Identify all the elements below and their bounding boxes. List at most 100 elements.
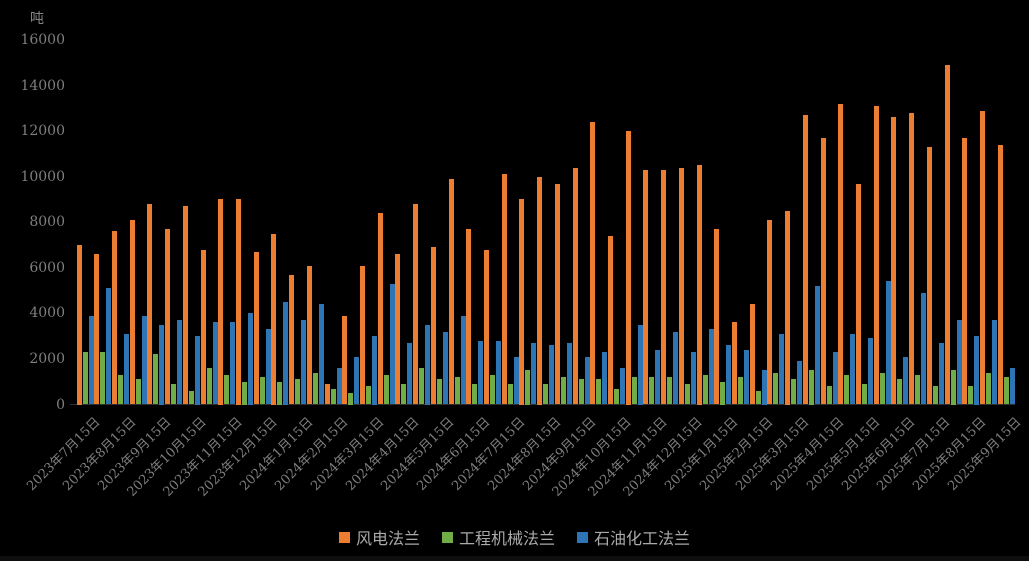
bar-petrochemical-flange — [460, 315, 466, 405]
bar-machinery-flange — [489, 374, 495, 405]
bar-wind-flange — [944, 65, 950, 405]
bar-petrochemical-flange — [867, 338, 873, 405]
bar-machinery-flange — [82, 352, 88, 405]
bar-wind-flange — [253, 251, 259, 405]
y-tick-label: 10000 — [20, 168, 65, 185]
bar-machinery-flange — [613, 388, 619, 405]
bar-wind-flange — [342, 315, 348, 405]
bar-machinery-flange — [950, 370, 956, 405]
bar-petrochemical-flange — [584, 356, 590, 405]
bar-petrochemical-flange — [797, 361, 803, 405]
bar-petrochemical-flange — [690, 352, 696, 405]
bar-wind-flange — [448, 178, 454, 405]
bar-machinery-flange — [206, 368, 212, 405]
y-tick-label: 14000 — [20, 77, 65, 94]
y-axis-unit-label: 吨 — [30, 11, 44, 27]
bar-machinery-flange — [348, 393, 354, 405]
window-bottom-edge — [0, 556, 1029, 561]
bar-wind-flange — [129, 219, 135, 405]
bar-petrochemical-flange — [159, 324, 165, 405]
bar-machinery-flange — [631, 377, 637, 405]
bar-wind-flange — [483, 249, 489, 405]
bar-wind-flange — [820, 137, 826, 405]
bar-machinery-flange — [932, 386, 938, 405]
bar-wind-flange — [94, 254, 100, 405]
bar-machinery-flange — [702, 374, 708, 405]
bar-wind-flange — [607, 235, 613, 405]
bar-petrochemical-flange — [106, 288, 112, 405]
bar-petrochemical-flange — [212, 322, 218, 405]
bar-petrochemical-flange — [991, 320, 997, 405]
bar-petrochemical-flange — [425, 324, 431, 405]
bar-machinery-flange — [277, 381, 283, 405]
bar-machinery-flange — [684, 383, 690, 405]
bar-wind-flange — [696, 165, 702, 405]
bar-machinery-flange — [791, 379, 797, 405]
bar-machinery-flange — [472, 383, 478, 405]
bar-wind-flange — [926, 147, 932, 405]
bar-machinery-flange — [861, 383, 867, 405]
bar-machinery-flange — [755, 390, 761, 405]
bar-machinery-flange — [454, 377, 460, 405]
bar-wind-flange — [785, 210, 791, 405]
bar-petrochemical-flange — [88, 315, 94, 405]
bar-machinery-flange — [117, 374, 123, 405]
bar-machinery-flange — [1003, 377, 1009, 405]
bar-machinery-flange — [259, 377, 265, 405]
bar-machinery-flange — [312, 372, 318, 405]
bar-petrochemical-flange — [637, 324, 643, 405]
legend-item-petrochemical-flange: 石油化工法兰 — [577, 525, 690, 549]
bar-wind-flange — [200, 249, 206, 405]
bar-wind-flange — [979, 110, 985, 405]
bar-wind-flange — [997, 144, 1003, 405]
bar-wind-flange — [590, 122, 596, 405]
bar-petrochemical-flange — [230, 322, 236, 405]
bar-wind-flange — [962, 137, 968, 405]
bar-wind-flange — [661, 169, 667, 405]
y-tick-label: 8000 — [29, 214, 65, 231]
bar-wind-flange — [430, 247, 436, 405]
bar-petrochemical-flange — [371, 336, 377, 405]
bar-wind-flange — [218, 199, 224, 405]
legend-label: 风电法兰 — [355, 529, 420, 548]
bar-machinery-flange — [844, 374, 850, 405]
bar-machinery-flange — [543, 383, 549, 405]
bar-machinery-flange — [560, 377, 566, 405]
bar-petrochemical-flange — [177, 320, 183, 405]
legend-swatch-machinery-flange — [441, 531, 453, 543]
bar-wind-flange — [306, 265, 312, 405]
bar-machinery-flange — [171, 383, 177, 405]
bar-petrochemical-flange — [283, 301, 289, 405]
bar-petrochemical-flange — [779, 333, 785, 405]
bar-wind-flange — [501, 174, 507, 405]
bar-machinery-flange — [737, 377, 743, 405]
bar-petrochemical-flange — [619, 368, 625, 405]
bar-wind-flange — [749, 304, 755, 405]
bar-petrochemical-flange — [407, 342, 413, 405]
bar-wind-flange — [395, 254, 401, 405]
bar-wind-flange — [377, 213, 383, 405]
bar-wind-flange — [643, 169, 649, 405]
bar-petrochemical-flange — [141, 315, 147, 405]
bar-machinery-flange — [773, 372, 779, 405]
bar-petrochemical-flange — [956, 320, 962, 405]
bar-wind-flange — [111, 231, 117, 405]
bar-machinery-flange — [915, 374, 921, 405]
bar-wind-flange — [519, 199, 525, 405]
bar-machinery-flange — [188, 390, 194, 405]
bar-petrochemical-flange — [673, 331, 679, 405]
bar-petrochemical-flange — [301, 320, 307, 405]
bar-machinery-flange — [419, 368, 425, 405]
bar-machinery-flange — [897, 379, 903, 405]
bar-wind-flange — [289, 274, 295, 405]
bar-wind-flange — [76, 245, 82, 405]
bar-petrochemical-flange — [513, 356, 519, 405]
bar-wind-flange — [537, 176, 543, 405]
bar-machinery-flange — [879, 372, 885, 405]
bar-petrochemical-flange — [761, 370, 767, 405]
bar-wind-flange — [873, 106, 879, 405]
bar-petrochemical-flange — [743, 349, 749, 405]
bar-petrochemical-flange — [974, 336, 980, 405]
bar-machinery-flange — [525, 370, 531, 405]
bar-wind-flange — [855, 183, 861, 405]
